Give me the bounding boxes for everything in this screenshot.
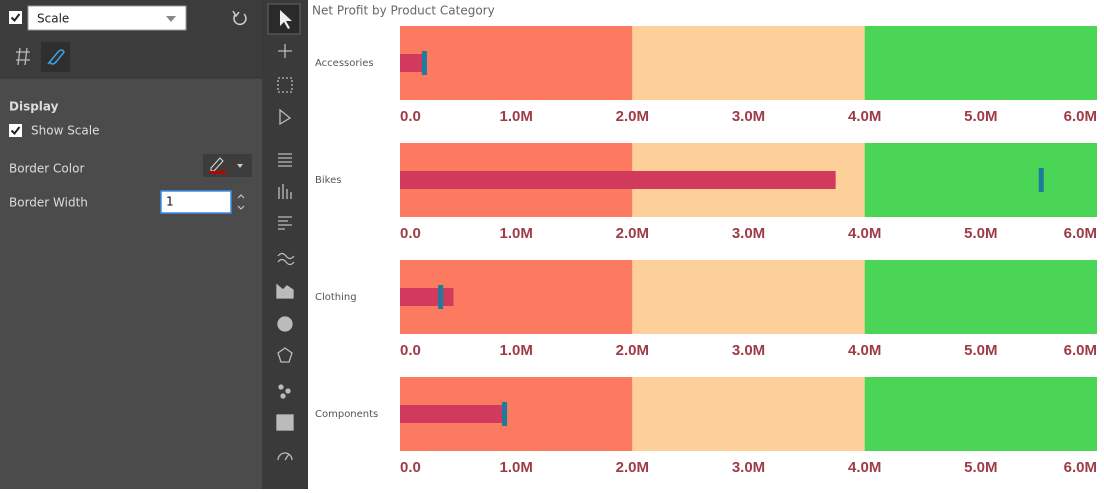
tab-icon <box>47 49 65 65</box>
range-band <box>632 26 865 100</box>
bullet-chart: Accessories 0.0 1.0M 2.0M 3.0M 4.0M 5.0M 6.0M Bi… <box>315 26 1097 476</box>
category-label: Components <box>315 409 378 420</box>
range-band <box>864 260 1097 334</box>
target-marker <box>1038 168 1044 192</box>
category-label: Accessories <box>315 58 374 69</box>
x-tick-label: 6.0M <box>1064 459 1097 476</box>
range-band <box>632 377 865 451</box>
target-marker <box>438 285 444 309</box>
field-label: Border Width <box>9 196 88 210</box>
dropdown-arrow <box>237 164 243 168</box>
tab-icon[interactable] <box>16 47 30 66</box>
spinner[interactable] <box>237 194 245 210</box>
dropdown-value: Scale <box>37 12 69 26</box>
check-mark <box>10 126 21 136</box>
chart-title: Net Profit by Product Category <box>312 4 495 18</box>
x-tick-label: 6.0M <box>1064 108 1097 125</box>
pointer-tool <box>280 10 292 29</box>
range-band <box>864 26 1097 100</box>
target-marker <box>502 402 508 426</box>
check-mark <box>10 13 21 23</box>
x-tick-label: 3.0M <box>732 108 765 125</box>
section-title: Display <box>9 100 59 114</box>
x-tick-label: 2.0M <box>616 225 649 242</box>
x-tick-label: 1.0M <box>499 342 532 359</box>
input-value: 1 <box>166 195 174 209</box>
x-tick-label: 4.0M <box>848 342 881 359</box>
bar <box>400 54 427 72</box>
dropdown[interactable] <box>27 5 187 31</box>
tool-selected[interactable] <box>267 3 301 35</box>
x-tick-label: 5.0M <box>964 342 997 359</box>
range-band <box>632 260 865 334</box>
x-tick-label: 6.0M <box>1064 342 1097 359</box>
bar <box>400 405 506 423</box>
x-tick-label: 0.0 <box>400 225 421 242</box>
x-tick-label: 4.0M <box>848 225 881 242</box>
tab-selected[interactable] <box>41 42 70 72</box>
pen-icon <box>210 157 224 172</box>
checkbox[interactable] <box>9 124 22 137</box>
x-tick-label: 2.0M <box>616 108 649 125</box>
checkbox-label: Show Scale <box>31 124 99 138</box>
x-tick-label: 3.0M <box>732 342 765 359</box>
x-tick-label: 1.0M <box>499 459 532 476</box>
bar <box>400 288 454 306</box>
x-tick-label: 3.0M <box>732 459 765 476</box>
range-band <box>400 26 633 100</box>
category-label: Bikes <box>315 175 341 186</box>
x-tick-label: 1.0M <box>499 108 532 125</box>
x-tick-label: 5.0M <box>964 225 997 242</box>
checkbox[interactable] <box>9 11 22 24</box>
dropdown-arrow <box>166 16 176 22</box>
target-marker <box>421 51 427 75</box>
x-tick-label: 0.0 <box>400 108 421 125</box>
range-band <box>864 377 1097 451</box>
x-tick-label: 5.0M <box>964 459 997 476</box>
x-tick-label: 4.0M <box>848 459 881 476</box>
number-input[interactable] <box>160 190 232 214</box>
x-tick-label: 4.0M <box>848 108 881 125</box>
x-tick-label: 2.0M <box>616 342 649 359</box>
x-tick-label: 2.0M <box>616 459 649 476</box>
x-tick-label: 5.0M <box>964 108 997 125</box>
toolbar <box>262 0 308 489</box>
bar <box>400 171 836 189</box>
x-tick-label: 3.0M <box>732 225 765 242</box>
reset-icon-arrow <box>232 10 240 18</box>
x-tick-label: 6.0M <box>1064 225 1097 242</box>
category-label: Clothing <box>315 292 357 303</box>
field-label: Border Color <box>9 162 84 176</box>
reset-icon[interactable] <box>233 13 247 26</box>
x-tick-label: 1.0M <box>499 225 532 242</box>
range-band <box>864 143 1097 217</box>
color-swatch <box>210 171 226 174</box>
x-tick-label: 0.0 <box>400 459 421 476</box>
properties-panel <box>0 0 262 489</box>
tool-icons[interactable] <box>276 44 295 461</box>
x-tick-label: 0.0 <box>400 342 421 359</box>
